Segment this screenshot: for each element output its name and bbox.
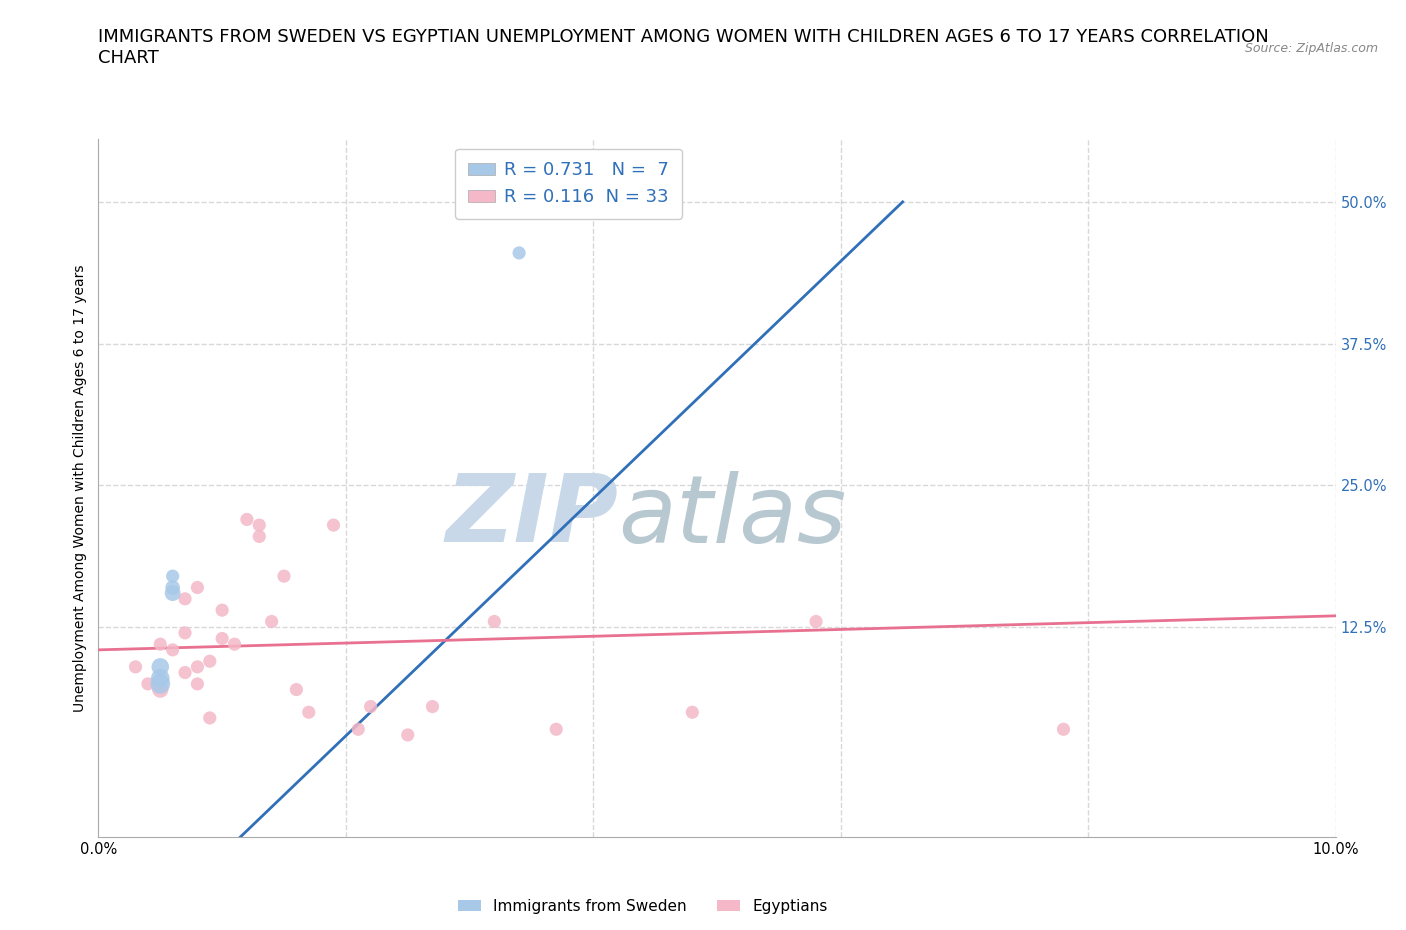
- Legend: Immigrants from Sweden, Egyptians: Immigrants from Sweden, Egyptians: [451, 893, 834, 920]
- Text: IMMIGRANTS FROM SWEDEN VS EGYPTIAN UNEMPLOYMENT AMONG WOMEN WITH CHILDREN AGES 6: IMMIGRANTS FROM SWEDEN VS EGYPTIAN UNEMP…: [98, 28, 1270, 67]
- Point: [149, 637, 172, 652]
- Point: [285, 682, 308, 697]
- Point: [149, 676, 172, 691]
- Point: [186, 676, 208, 691]
- Point: [1052, 722, 1074, 737]
- Point: [186, 580, 208, 595]
- Point: [162, 586, 184, 601]
- Point: [149, 682, 172, 697]
- Point: [260, 614, 283, 629]
- Point: [198, 654, 221, 669]
- Point: [236, 512, 259, 527]
- Point: [347, 722, 370, 737]
- Point: [804, 614, 827, 629]
- Point: [174, 625, 197, 640]
- Point: [484, 614, 506, 629]
- Point: [162, 643, 184, 658]
- Point: [396, 727, 419, 742]
- Point: [136, 676, 159, 691]
- Text: Source: ZipAtlas.com: Source: ZipAtlas.com: [1244, 42, 1378, 55]
- Point: [162, 580, 184, 595]
- Point: [149, 659, 172, 674]
- Point: [508, 246, 530, 260]
- Text: atlas: atlas: [619, 471, 846, 562]
- Y-axis label: Unemployment Among Women with Children Ages 6 to 17 years: Unemployment Among Women with Children A…: [73, 264, 87, 712]
- Point: [247, 518, 270, 533]
- Point: [360, 699, 382, 714]
- Point: [224, 637, 246, 652]
- Point: [198, 711, 221, 725]
- Point: [422, 699, 444, 714]
- Text: ZIP: ZIP: [446, 471, 619, 562]
- Point: [162, 569, 184, 584]
- Point: [322, 518, 344, 533]
- Point: [298, 705, 321, 720]
- Point: [186, 659, 208, 674]
- Point: [247, 529, 270, 544]
- Point: [681, 705, 703, 720]
- Point: [174, 591, 197, 606]
- Point: [273, 569, 295, 584]
- Point: [546, 722, 568, 737]
- Point: [124, 659, 146, 674]
- Point: [211, 603, 233, 618]
- Point: [211, 631, 233, 646]
- Point: [149, 671, 172, 685]
- Point: [174, 665, 197, 680]
